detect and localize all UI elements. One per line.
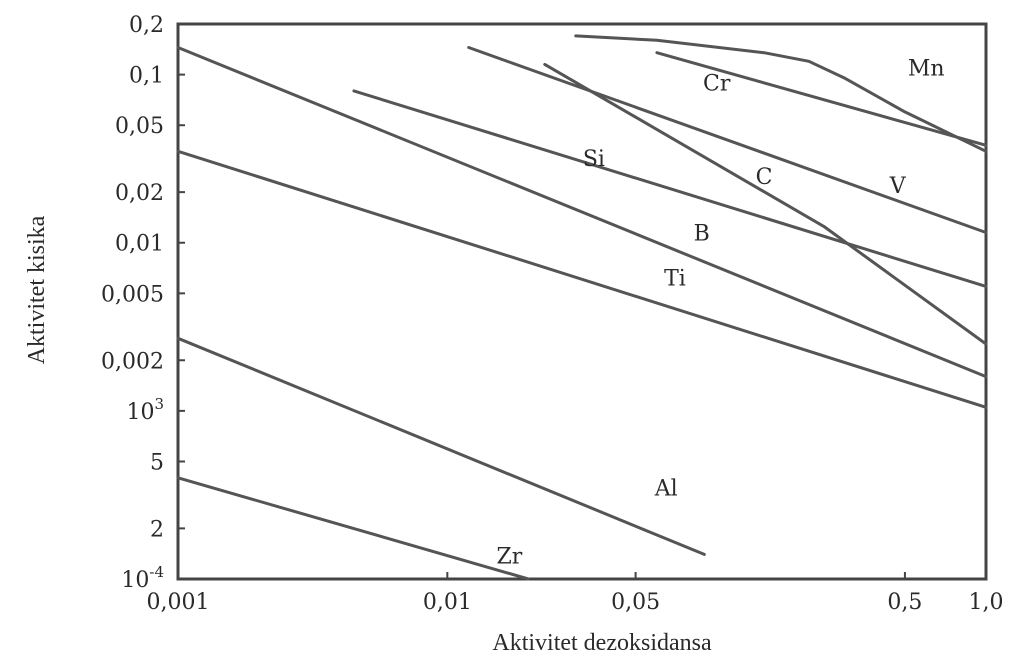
x-tick-label: 0,001: [147, 590, 210, 615]
series-line-ti: [176, 149, 988, 409]
series-line-c: [543, 62, 988, 346]
series-label-ti: Ti: [664, 267, 686, 292]
series-label-c: C: [756, 165, 773, 190]
series-line-mn: [574, 34, 988, 153]
y-axis: 0,2 0,1 0,05 0,02 0,01 0,005 0,002 103 5 2 10-4: [101, 13, 185, 593]
series-labels: Mn Cr V C Si B Ti Al Zr: [496, 57, 944, 570]
y-tick-exponent: 3: [154, 395, 164, 413]
x-axis-label: Aktivitet dezoksidansa: [492, 630, 712, 656]
y-tick-label: 0,01: [115, 232, 164, 257]
series-line-v: [467, 46, 988, 234]
series-label-v: V: [889, 174, 907, 199]
y-tick-label: 0,005: [101, 282, 164, 307]
y-tick-label: 0,05: [115, 114, 164, 139]
series-label-si: Si: [583, 147, 605, 172]
y-tick-exponent: -4: [149, 563, 164, 581]
series-label-zr: Zr: [496, 544, 522, 569]
series-label-cr: Cr: [703, 71, 731, 96]
series-line-al: [176, 336, 706, 556]
y-axis-label: Aktivitet kisika: [24, 215, 50, 364]
x-tick-label: 0,5: [887, 590, 922, 615]
y-tick-label: 5: [150, 450, 164, 475]
y-tick-label: 0,02: [115, 181, 164, 206]
series-line-cr: [655, 51, 988, 147]
y-tick-label: 0,002: [101, 349, 164, 374]
y-tick-label: 0,2: [129, 13, 164, 38]
x-tick-label: 0,05: [611, 590, 660, 615]
series-label-b: B: [694, 222, 710, 247]
series-label-mn: Mn: [908, 57, 945, 82]
plot-frame: [176, 22, 988, 581]
series-line-b: [176, 46, 988, 379]
y-tick-label: 10-4: [121, 563, 164, 593]
x-tick-label: 0,01: [423, 590, 472, 615]
series-label-al: Al: [654, 477, 678, 502]
y-tick-label: 0,1: [129, 64, 164, 89]
series-line-si: [352, 89, 988, 288]
y-tick-label: 2: [150, 517, 164, 542]
y-tick-label: 103: [126, 395, 164, 425]
series-lines: [176, 34, 988, 581]
x-tick-label: 1,0: [969, 590, 1004, 615]
x-axis: 0,001 0,01 0,05 0,5 1,0: [147, 572, 1004, 615]
series-line-zr: [176, 476, 530, 581]
